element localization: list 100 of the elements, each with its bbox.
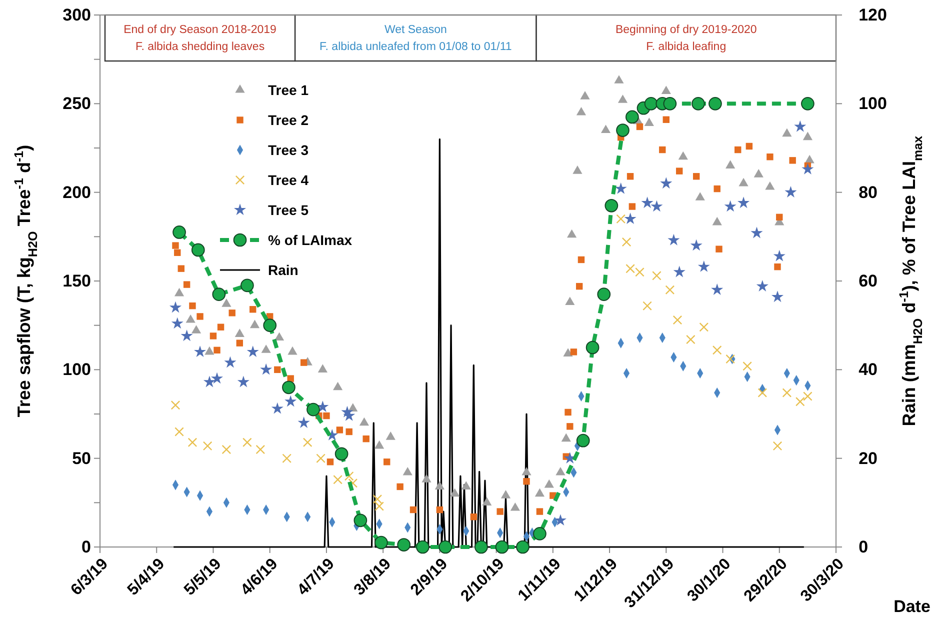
y-tick-label: 200 (62, 182, 91, 202)
y2-tick-label: 20 (858, 448, 878, 468)
point (708, 97, 722, 110)
point (271, 402, 284, 414)
point (580, 91, 590, 100)
point (217, 324, 224, 330)
point (263, 318, 277, 332)
point (576, 434, 590, 448)
point (803, 392, 812, 401)
point (668, 234, 680, 246)
point (576, 106, 586, 116)
point (644, 97, 658, 110)
point (359, 417, 370, 426)
point (422, 474, 432, 482)
point (222, 298, 232, 307)
point (561, 433, 571, 442)
point (758, 388, 768, 398)
point (287, 375, 294, 382)
y-tick-label: 150 (62, 271, 91, 290)
x-axis-title: Date (894, 597, 930, 616)
point (191, 243, 205, 257)
point (178, 265, 185, 272)
point (374, 536, 388, 550)
point (566, 229, 577, 238)
point (536, 508, 544, 515)
point (795, 396, 805, 406)
point (802, 132, 812, 140)
point (510, 502, 520, 511)
point (246, 346, 259, 358)
point (784, 186, 797, 198)
point (496, 508, 504, 515)
point (188, 438, 198, 448)
point (659, 146, 666, 154)
point (183, 281, 190, 288)
point (699, 322, 709, 332)
point (604, 198, 618, 212)
point (326, 458, 334, 466)
point (202, 441, 212, 451)
point (692, 173, 700, 180)
point (256, 444, 266, 454)
point (738, 178, 748, 186)
point (690, 239, 702, 251)
legend-label: Rain (268, 262, 298, 278)
point (533, 527, 546, 540)
point (673, 266, 686, 278)
point (663, 97, 677, 110)
point (228, 310, 236, 316)
y2-tick-label: 60 (858, 271, 878, 290)
point (274, 332, 284, 341)
point (698, 260, 710, 272)
point (438, 540, 452, 554)
point (500, 490, 511, 498)
point (288, 346, 298, 355)
point (626, 110, 639, 124)
point (374, 502, 384, 511)
point (544, 479, 554, 488)
point (298, 416, 310, 428)
point (644, 118, 654, 126)
point (348, 478, 358, 488)
point (210, 332, 217, 340)
point (766, 154, 774, 160)
point (626, 173, 634, 180)
point (180, 330, 193, 342)
point (343, 409, 356, 421)
point (250, 306, 256, 313)
point (316, 454, 326, 464)
point (189, 302, 196, 310)
point (374, 440, 384, 449)
point (572, 166, 582, 174)
point (642, 301, 652, 310)
point (565, 296, 575, 306)
y2-tick-label: 0 (858, 537, 868, 556)
point (782, 388, 792, 398)
point (236, 340, 244, 346)
point (234, 328, 244, 337)
point (628, 203, 636, 210)
point (652, 271, 662, 280)
point (712, 345, 722, 355)
point (662, 116, 670, 123)
point (172, 226, 186, 239)
legend-label: Tree 1 (268, 82, 309, 98)
point (522, 466, 532, 476)
point (726, 354, 735, 364)
point (186, 314, 196, 323)
point (482, 497, 492, 506)
y2-tick-label: 120 (858, 5, 887, 24)
point (789, 157, 796, 164)
point (333, 474, 342, 484)
point (624, 212, 636, 224)
point (672, 315, 682, 325)
y2-tick-label: 100 (858, 94, 887, 114)
point (470, 514, 478, 520)
legend-label: Tree 4 (268, 172, 309, 188)
point (282, 380, 296, 394)
point (771, 290, 784, 302)
point (237, 376, 250, 388)
point (566, 423, 574, 430)
point (636, 123, 644, 130)
point (474, 540, 488, 554)
point (242, 438, 252, 448)
